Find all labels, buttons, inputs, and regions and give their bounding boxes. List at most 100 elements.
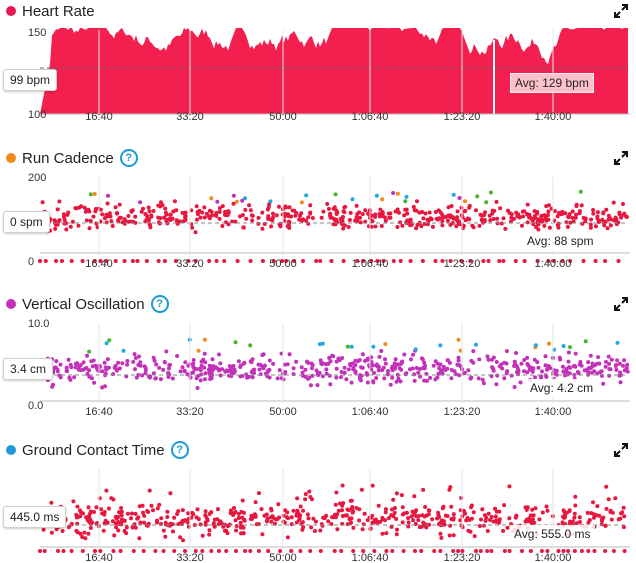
help-icon[interactable]: ? (119, 149, 138, 167)
data-point (311, 516, 316, 521)
data-point (313, 519, 318, 524)
data-point (386, 369, 390, 373)
help-icon[interactable]: ? (170, 441, 189, 459)
data-point (427, 522, 432, 527)
data-point (343, 513, 348, 518)
data-point (195, 507, 200, 512)
data-point (395, 191, 400, 196)
data-point (413, 347, 418, 352)
data-point (57, 373, 62, 378)
data-point (556, 549, 561, 553)
data-point (220, 367, 225, 372)
data-point (618, 380, 623, 385)
data-point (603, 523, 608, 528)
data-point (535, 210, 540, 214)
data-point (380, 368, 385, 373)
expand-icon[interactable] (614, 4, 628, 18)
data-point (269, 506, 273, 511)
data-point (291, 508, 296, 513)
data-point (369, 360, 374, 365)
series-color-dot (6, 445, 16, 455)
data-point (400, 505, 405, 510)
data-point (153, 549, 158, 553)
data-point (494, 382, 499, 387)
data-point (234, 199, 239, 204)
data-point (360, 352, 365, 357)
data-point (370, 483, 375, 488)
data-point (333, 502, 338, 507)
data-point (200, 549, 205, 553)
data-point (223, 209, 227, 214)
data-point (546, 209, 551, 214)
data-point (340, 483, 345, 488)
data-point (457, 373, 462, 378)
data-point (299, 365, 304, 370)
data-point (540, 218, 545, 222)
data-point (455, 362, 460, 367)
data-point (84, 218, 89, 223)
data-point (99, 507, 104, 512)
data-point (274, 213, 279, 218)
data-point (474, 342, 478, 347)
data-point (218, 519, 223, 524)
data-point (359, 487, 364, 492)
x-tick-label: 1:23:20 (444, 552, 481, 563)
data-point (78, 510, 83, 515)
data-point (383, 218, 388, 223)
data-point (374, 362, 379, 367)
data-point (446, 213, 451, 218)
data-point (164, 349, 169, 354)
x-tick-label: 1:40:00 (535, 552, 572, 563)
data-point (271, 259, 276, 263)
data-point (567, 212, 572, 217)
data-point (446, 205, 451, 210)
data-point (186, 511, 191, 516)
data-point (168, 491, 173, 496)
data-point (87, 226, 92, 231)
data-point (370, 513, 375, 518)
data-point (608, 223, 613, 228)
x-tick-label: 1:06:40 (352, 111, 389, 123)
data-point (332, 549, 337, 553)
data-point (133, 214, 138, 219)
expand-icon[interactable] (614, 297, 628, 311)
data-point (579, 549, 584, 553)
data-point (459, 259, 464, 263)
data-point (477, 223, 482, 228)
data-point (215, 199, 220, 204)
data-point (316, 373, 321, 377)
data-point (520, 549, 524, 553)
heart-rate-chart[interactable]: 16:40 33:20 50:00 1:06:40 1:23:20 1:40:00 150 1… (0, 0, 636, 130)
data-point (62, 217, 67, 222)
data-point (625, 362, 630, 367)
expand-icon[interactable] (614, 151, 628, 165)
y-tick-label: 0 (28, 256, 34, 268)
data-point (139, 209, 144, 214)
data-point (399, 493, 404, 498)
data-point (437, 515, 442, 520)
data-point (109, 219, 114, 224)
data-point (483, 210, 488, 215)
data-point (198, 378, 203, 383)
data-point (186, 259, 191, 263)
data-point (328, 215, 333, 220)
data-point (75, 504, 80, 509)
average-label: Avg: 555.0 ms (510, 525, 595, 543)
data-point (370, 363, 375, 368)
run-cadence-chart[interactable]: 16:4033:2050:001:06:401:23:201:40:002001… (0, 147, 636, 272)
panel-title-label: Vertical Oscillation (22, 295, 145, 313)
expand-icon[interactable] (614, 443, 628, 457)
data-point (130, 259, 135, 263)
help-icon[interactable]: ? (150, 295, 169, 313)
data-point (240, 498, 245, 503)
data-point (268, 199, 273, 204)
data-point (104, 220, 109, 225)
ground-contact-time-chart[interactable]: 16:40 33:20 50:00 1:06:40 1:23:20 1:40:00 (0, 439, 636, 563)
data-point (486, 357, 491, 362)
data-point (318, 358, 323, 363)
vertical-oscillation-chart[interactable]: 16:40 33:20 50:00 1:06:40 1:23:20 1:40:00 10.0… (0, 293, 636, 418)
data-point (595, 210, 600, 215)
data-point (522, 209, 527, 214)
data-point (202, 215, 207, 220)
data-point (507, 516, 512, 521)
